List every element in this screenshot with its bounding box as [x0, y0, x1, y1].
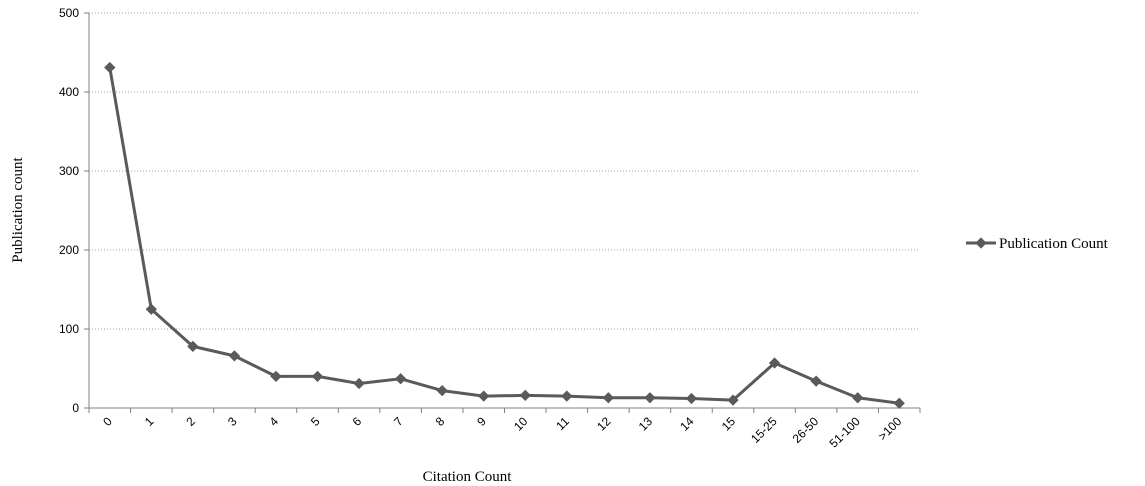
data-point: [810, 375, 822, 387]
y-axis: 0 100 200 300 400 500: [59, 6, 90, 415]
x-tick-label: 10: [511, 414, 531, 434]
data-point: [353, 377, 365, 390]
x-axis-title: Citation Count: [423, 469, 513, 485]
x-tick-label: 3: [225, 414, 240, 429]
legend: Publication Count: [966, 236, 1109, 252]
gridlines: [89, 12, 920, 330]
x-axis: 0 1 2 3 4 5 6 7 8 9 10 11 12 13 14 15 15-25 26-50 51-100 >1…: [88, 407, 921, 451]
x-tick-label: 7: [391, 414, 406, 429]
x-tick-label: 0: [100, 414, 115, 429]
legend-marker: [975, 237, 987, 249]
y-tick-label: 300: [59, 164, 79, 178]
data-point: [394, 373, 407, 385]
series-layer: [104, 61, 905, 409]
data-point: [478, 390, 490, 402]
x-tick-label: 12: [594, 414, 614, 434]
data-point: [519, 389, 531, 402]
x-tick-label: 51-100: [826, 414, 863, 451]
y-tick-label: 400: [59, 85, 79, 99]
x-tick-label: 8: [433, 414, 448, 429]
data-point: [768, 357, 781, 369]
series-line: [108, 67, 900, 405]
data-point: [852, 392, 864, 404]
x-tick-label: 11: [553, 414, 572, 433]
y-tick-label: 0: [72, 401, 79, 415]
data-point: [311, 370, 324, 383]
y-axis-title: Publication count: [10, 156, 26, 262]
x-tick-label: 26-50: [790, 414, 822, 446]
data-point: [685, 392, 698, 405]
x-tick-label: 6: [350, 414, 365, 429]
data-point: [104, 61, 116, 74]
data-point: [187, 340, 199, 353]
legend-label: Publication Count: [999, 236, 1109, 252]
data-point: [602, 392, 615, 404]
data-point: [436, 384, 448, 397]
data-point: [228, 350, 241, 362]
x-tick-label: >100: [875, 414, 904, 443]
x-tick-label: 9: [474, 414, 489, 429]
y-tick-label: 500: [59, 6, 79, 20]
data-point: [893, 397, 905, 409]
x-tick-label: 14: [677, 414, 697, 434]
x-tick-label: 15-25: [748, 414, 780, 446]
data-point: [561, 390, 573, 402]
y-tick-label: 200: [59, 243, 79, 257]
y-tick-label: 100: [59, 322, 79, 336]
x-tick-label: 5: [308, 414, 323, 429]
data-point: [727, 394, 739, 406]
x-tick-label: 2: [183, 414, 198, 429]
x-tick-label: 13: [636, 414, 656, 434]
x-tick-label: 15: [719, 414, 739, 434]
x-tick-label: 1: [142, 414, 157, 429]
data-point: [644, 392, 656, 404]
data-point: [145, 303, 157, 315]
data-point: [270, 370, 282, 383]
x-tick-label: 4: [266, 414, 281, 429]
